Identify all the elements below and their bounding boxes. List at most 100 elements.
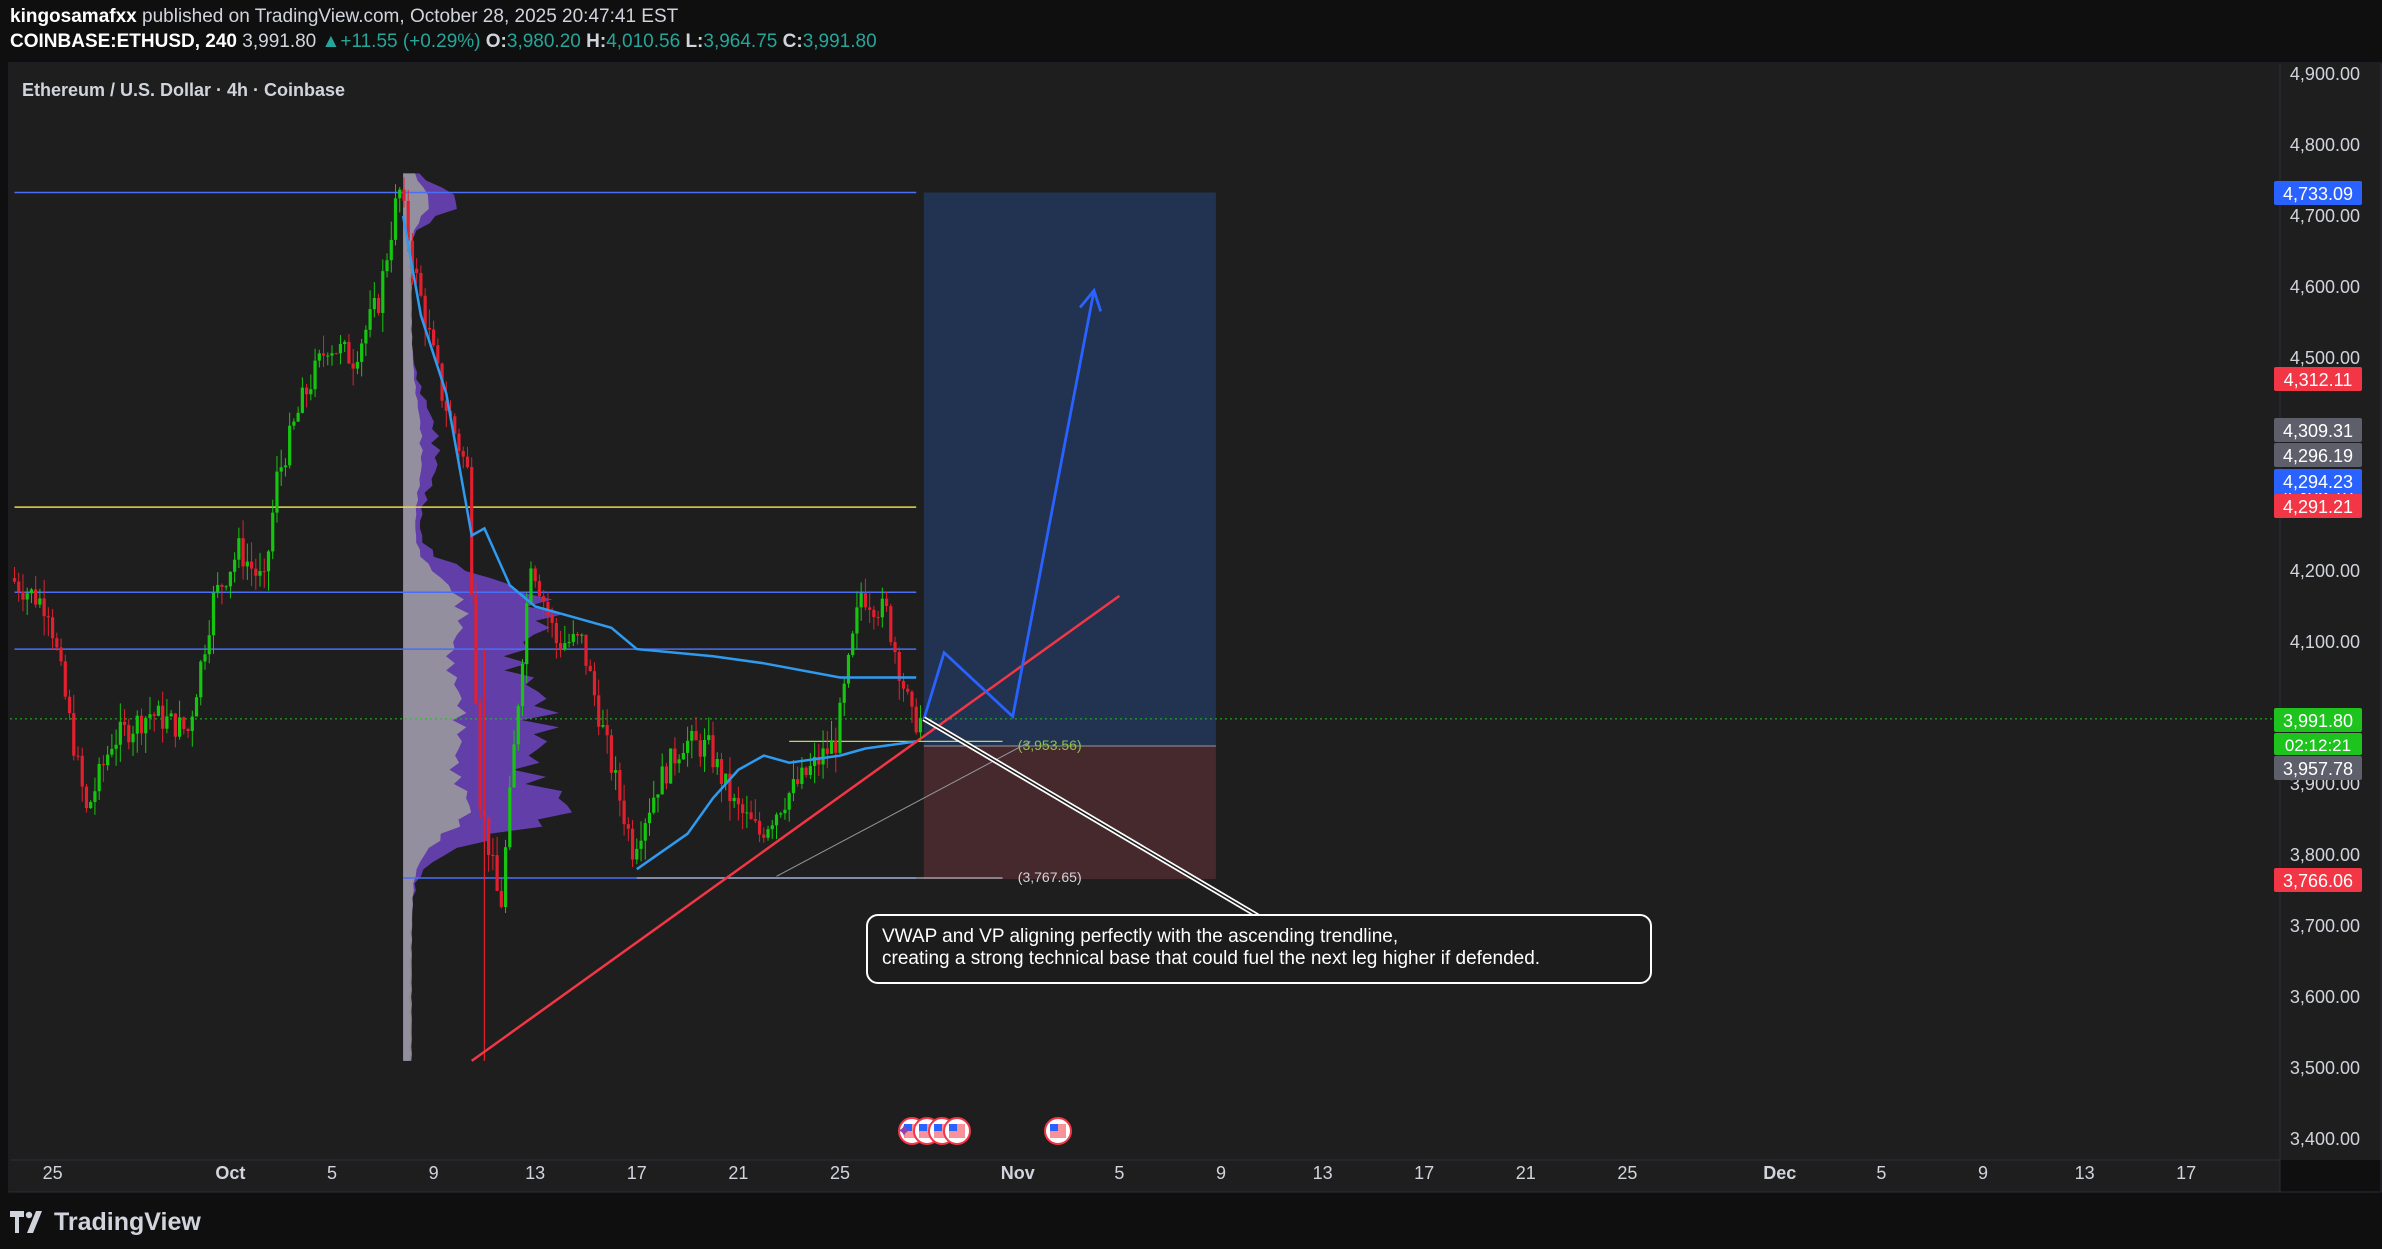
flag-canton — [1050, 1124, 1058, 1131]
candle-body — [101, 763, 105, 766]
candle-body — [203, 654, 207, 662]
candle-body — [406, 200, 410, 241]
candle-body — [385, 260, 389, 272]
price-label: 4,294.23 — [2283, 472, 2353, 492]
candle-body — [474, 594, 478, 704]
candle-body — [334, 353, 338, 355]
candle-body — [715, 758, 719, 768]
annotation-line-1: VWAP and VP aligning perfectly with the … — [882, 926, 1399, 947]
footer-brand[interactable]: TradingView — [10, 1204, 201, 1240]
stop-zone[interactable] — [923, 745, 1216, 880]
open-value: 3,980.20 — [506, 31, 581, 52]
candle-body — [381, 271, 385, 313]
candle-body — [724, 773, 728, 785]
candle-body — [686, 740, 690, 753]
candle-body — [51, 617, 55, 639]
candle-body — [876, 617, 880, 619]
candle-body — [766, 829, 770, 838]
candle-body — [643, 823, 647, 841]
candle-body — [89, 801, 93, 809]
candle-body — [491, 854, 495, 856]
annotation-callout[interactable]: VWAP and VP aligning perfectly with the … — [866, 914, 1652, 984]
sparkle-icon: ✦ — [896, 1121, 911, 1141]
candle-body — [266, 551, 271, 572]
x-tick-label: 9 — [1978, 1163, 1988, 1183]
candle-body — [398, 189, 402, 199]
vwap-line[interactable] — [401, 215, 917, 679]
target-zone[interactable] — [923, 192, 1216, 746]
callout-pointer-inner — [923, 717, 1259, 917]
up-triangle-icon: ▲ — [321, 31, 341, 52]
candle-body — [326, 355, 330, 357]
candle-body — [432, 329, 436, 346]
y-tick-label: 4,600.00 — [2290, 277, 2360, 297]
ascending-trendline[interactable] — [470, 594, 1121, 1062]
candle-body — [368, 309, 372, 330]
low-label: L: — [685, 31, 704, 52]
candle-body — [245, 561, 249, 567]
price-label: 4,291.21 — [2283, 497, 2353, 517]
author-name[interactable]: kingosamafxx — [10, 6, 137, 27]
price-scale[interactable] — [2280, 64, 2382, 1160]
candle-body — [863, 593, 867, 608]
time-scale[interactable] — [10, 1160, 2280, 1192]
candle-body — [567, 642, 571, 644]
candle-body — [813, 756, 817, 766]
candle-body — [554, 622, 558, 643]
candle-body — [372, 298, 376, 310]
volume-profile[interactable] — [403, 173, 573, 1061]
candle-body — [597, 695, 601, 727]
candle-body — [393, 198, 398, 240]
candle-body — [757, 820, 762, 835]
candle-body — [148, 714, 152, 718]
candle-body — [279, 467, 283, 472]
candle-body — [571, 634, 575, 643]
candle-body — [178, 717, 182, 737]
candle-body — [829, 740, 834, 754]
candle-body — [199, 661, 203, 698]
price-label: 3,957.78 — [2283, 759, 2353, 779]
candle-body — [774, 814, 779, 826]
price-chart[interactable]: 3,400.00 3,500.00 3,600.00 3,700.00 3,800.00… — [0, 62, 2382, 1198]
candle-body — [800, 767, 804, 784]
candle-body — [110, 748, 114, 755]
close-label: C: — [782, 31, 803, 52]
candle-body — [321, 353, 326, 356]
candle-body — [893, 642, 897, 652]
candle-body — [614, 770, 618, 773]
candle-body — [753, 818, 757, 821]
candle-body — [224, 586, 228, 588]
symbol-label[interactable]: COINBASE:ETHUSD, 240 — [10, 31, 237, 52]
candle-body — [525, 603, 529, 665]
candle-body — [779, 813, 783, 815]
vwap-lower-line[interactable] — [636, 740, 917, 871]
candle-body — [512, 744, 516, 788]
event-icons[interactable]: ✦ — [896, 1117, 1072, 1145]
projection-path[interactable] — [922, 290, 1096, 720]
candle-body — [444, 400, 448, 411]
x-tick-label: 5 — [1876, 1163, 1886, 1183]
candle-body — [114, 744, 118, 749]
candle-body — [855, 607, 859, 634]
candle-body — [762, 834, 766, 838]
candle-body — [461, 450, 465, 457]
candle-body — [93, 791, 97, 802]
candle-body — [770, 825, 774, 830]
candle-body — [29, 589, 34, 594]
candle-body — [804, 767, 808, 776]
candles[interactable] — [12, 177, 923, 913]
candle-body — [520, 664, 525, 707]
countdown-label: 02:12:21 — [2285, 736, 2351, 755]
candle-body — [901, 680, 906, 689]
minor-trendline[interactable] — [776, 740, 1031, 877]
price-label-bg — [2274, 868, 2362, 892]
price-label-bg — [2274, 494, 2362, 518]
candle-body — [690, 731, 694, 741]
x-tick-label: 9 — [1216, 1163, 1226, 1183]
candle-body — [872, 609, 876, 618]
candle-body — [821, 748, 825, 765]
y-tick-label: 4,200.00 — [2290, 561, 2360, 581]
candle-body — [67, 696, 72, 714]
candle-body — [635, 848, 639, 860]
projection-arrowhead — [1078, 287, 1103, 312]
